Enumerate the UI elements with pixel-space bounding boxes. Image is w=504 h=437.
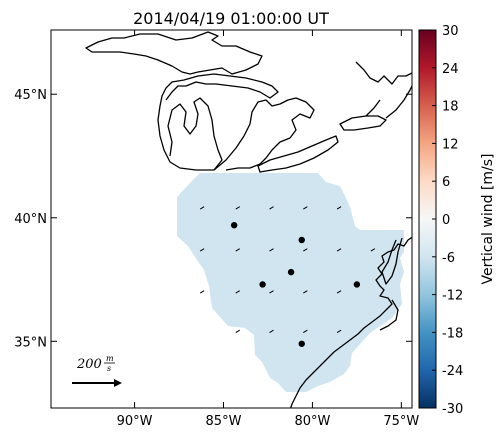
wind-vector [235,290,240,294]
wind-vector [336,329,342,334]
wind-vector [235,248,240,252]
lon-tick-label: 90°W [117,414,153,429]
station-marker [230,221,238,229]
wind-vector-layer [199,206,376,334]
station-marker [259,281,266,288]
wind-vector [370,248,376,252]
wind-vector [269,248,274,252]
chesapeake-shore [381,237,403,285]
wind-vector [336,248,342,252]
wind-vector [336,290,342,294]
colorbar-tick-label: 6 [442,175,450,190]
reference-arrow-unit-denominator: s [107,364,111,373]
st-lawrence-coast [355,61,412,119]
colorbar-tick-label: -24 [442,364,463,379]
colorbar-tick-label: 12 [442,137,459,152]
longitude-axis: 90°W 85°W 80°W 75°W [117,30,419,429]
station-layer [230,221,361,347]
colorbar-tick-label: -30 [442,402,463,417]
coastlines [85,31,412,408]
lat-tick-label: 45°N [14,88,47,103]
station-marker [287,268,295,276]
reference-arrow-label: 200 [76,357,102,372]
wind-vector [269,290,274,294]
lat-tick-label: 35°N [14,335,47,350]
colorbar-label: Vertical wind [m/s] [480,154,496,285]
colorbar-ticks: 30 24 18 12 6 0 -6 -12 -18 -24 -30 [432,24,463,417]
colorbar-tick-label: 0 [442,213,450,228]
colorbar: 30 24 18 12 6 0 -6 -12 -18 -24 -30 Vertical wind [… [418,24,496,417]
outer-banks [379,299,399,331]
colorbar-tick-label: 30 [442,24,459,39]
station-marker [298,236,305,244]
lake-huron-outline [213,97,315,171]
wind-vector [199,248,205,252]
station-marker [353,281,361,288]
lake-ontario-outline [339,115,387,131]
colorbar-tick-label: -18 [442,326,463,341]
station-marker [298,340,305,347]
wind-vector [303,329,308,334]
wind-vector [235,206,240,210]
wind-vector [269,329,274,334]
colorbar-tick-label: 24 [442,62,459,77]
latitude-axis: 45°N 40°N 35°N [14,88,412,350]
atlantic-coastline [289,236,412,408]
colorbar-tick-label: -6 [442,251,455,266]
wind-vector [303,248,308,252]
wind-vector [303,290,308,294]
wind-vector [336,206,342,210]
lon-tick-label: 80°W [294,414,330,429]
wind-vector [303,206,308,210]
reference-arrow-head [114,379,122,387]
wind-vector [199,290,205,294]
wind-vector [269,206,274,210]
lake-michigan-outline [157,73,279,171]
colorbar-tick-label: 18 [442,100,459,115]
map-title: 2014/04/19 01:00:00 UT [133,9,329,28]
lon-tick-label: 75°W [383,414,419,429]
wind-vector [235,329,240,334]
colorbar-tick-label: -12 [442,289,463,304]
lake-erie-outline [257,135,339,173]
wind-vector [199,206,205,210]
map-frame [50,29,413,409]
reference-wind-arrow: 200 m s [72,354,122,387]
lon-tick-label: 85°W [206,414,242,429]
reference-arrow-unit-numerator: m [106,354,114,363]
lat-tick-label: 40°N [14,212,47,227]
lake-superior-outline [85,31,263,75]
